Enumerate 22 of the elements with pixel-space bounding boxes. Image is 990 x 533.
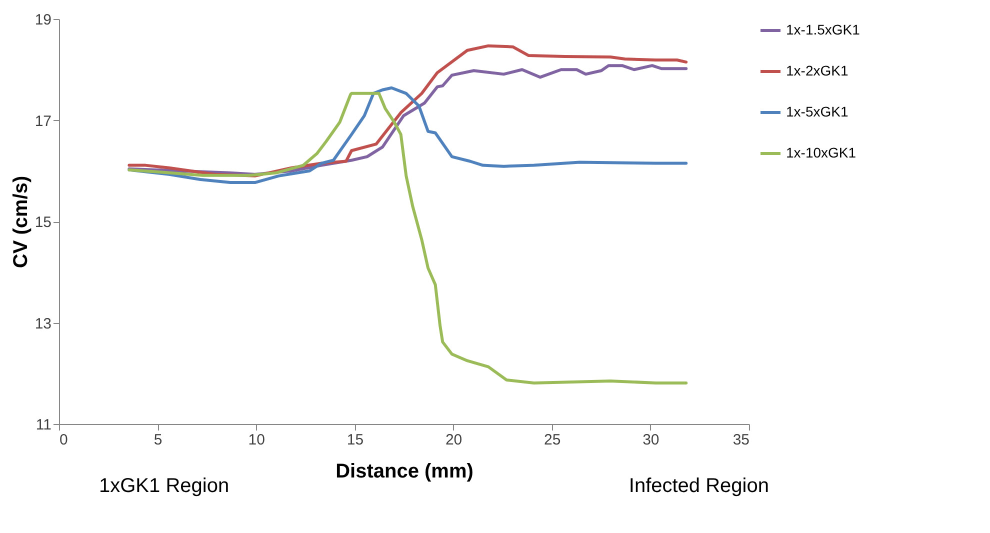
x-tick-label: 10 [248,432,265,448]
x-tick-label: 20 [445,432,462,448]
x-tick-label: 0 [60,432,68,448]
y-tick-label: 17 [34,112,52,130]
x-axis-title: Distance (mm) [336,460,474,482]
legend-label: 1x-1.5xGK1 [786,22,860,38]
x-tick-label: 30 [642,432,660,448]
y-tick-label: 19 [34,12,52,28]
y-tick-label: 15 [34,214,52,231]
legend-label: 1x-5xGK1 [786,104,848,120]
line-series [128,92,688,384]
y-axis-title: CV (cm/s) [10,176,32,268]
y-tick-label: 13 [34,315,52,332]
x-tick-label: 15 [346,432,364,448]
x-tick-label: 35 [732,432,750,448]
legend-label: 1x-2xGK1 [786,62,848,78]
x-tick-label: 25 [544,432,561,448]
legend-label: 1x-10xGK1 [786,144,856,160]
text: Infected Region [628,475,769,497]
y-tick-label: 11 [36,416,52,434]
text: 1xGK1 Region [99,475,230,497]
x-tick-label: 5 [154,432,162,448]
